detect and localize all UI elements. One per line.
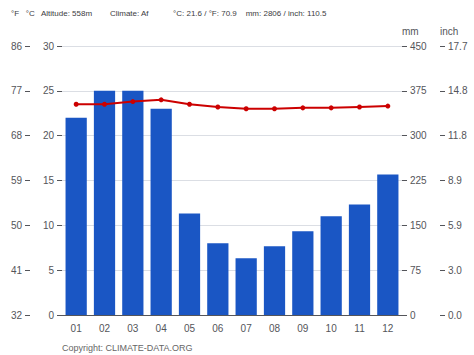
svg-text:11.8: 11.8 xyxy=(448,130,467,141)
svg-text:3.0: 3.0 xyxy=(448,265,462,276)
svg-text:15: 15 xyxy=(43,175,55,186)
svg-text:07: 07 xyxy=(241,323,253,334)
svg-text:0.0: 0.0 xyxy=(448,310,462,321)
svg-text:04: 04 xyxy=(156,323,168,334)
svg-text:300: 300 xyxy=(410,130,427,141)
svg-text:17.7: 17.7 xyxy=(448,41,468,52)
svg-text:inch: inch xyxy=(440,26,458,37)
svg-text:5: 5 xyxy=(48,265,54,276)
svg-text:25: 25 xyxy=(43,85,55,96)
svg-text:0: 0 xyxy=(410,310,416,321)
svg-text:450: 450 xyxy=(410,41,427,52)
svg-text:05: 05 xyxy=(184,323,196,334)
svg-text:12: 12 xyxy=(382,323,394,334)
svg-text:10: 10 xyxy=(43,220,55,231)
svg-text:225: 225 xyxy=(410,175,427,186)
svg-text:150: 150 xyxy=(410,220,427,231)
svg-text:0: 0 xyxy=(48,310,54,321)
svg-text:5.9: 5.9 xyxy=(448,220,462,231)
svg-text:59: 59 xyxy=(11,175,23,186)
svg-text:75: 75 xyxy=(410,265,422,276)
svg-text:mm: mm xyxy=(402,26,419,37)
svg-text:20: 20 xyxy=(43,130,55,141)
svg-text:41: 41 xyxy=(11,265,23,276)
svg-text:30: 30 xyxy=(43,41,55,52)
svg-text:11: 11 xyxy=(354,323,365,334)
svg-text:Copyright: CLIMATE-DATA.ORG: Copyright: CLIMATE-DATA.ORG xyxy=(62,343,193,353)
svg-text:86: 86 xyxy=(11,41,23,52)
svg-text:77: 77 xyxy=(11,85,23,96)
svg-text:8.9: 8.9 xyxy=(448,175,462,186)
svg-text:14.8: 14.8 xyxy=(448,85,468,96)
svg-text:01: 01 xyxy=(71,323,83,334)
svg-text:08: 08 xyxy=(269,323,281,334)
svg-text:06: 06 xyxy=(212,323,224,334)
svg-text:10: 10 xyxy=(326,323,338,334)
svg-text:09: 09 xyxy=(297,323,309,334)
svg-text:03: 03 xyxy=(127,323,139,334)
svg-text:32: 32 xyxy=(11,310,23,321)
svg-text:02: 02 xyxy=(99,323,111,334)
svg-text:50: 50 xyxy=(11,220,23,231)
svg-text:68: 68 xyxy=(11,130,23,141)
svg-text:°F °C Altitude: 558m: °F °C Altitude: 558m Climate: Af °C: 21.… xyxy=(11,9,327,18)
svg-text:375: 375 xyxy=(410,85,427,96)
